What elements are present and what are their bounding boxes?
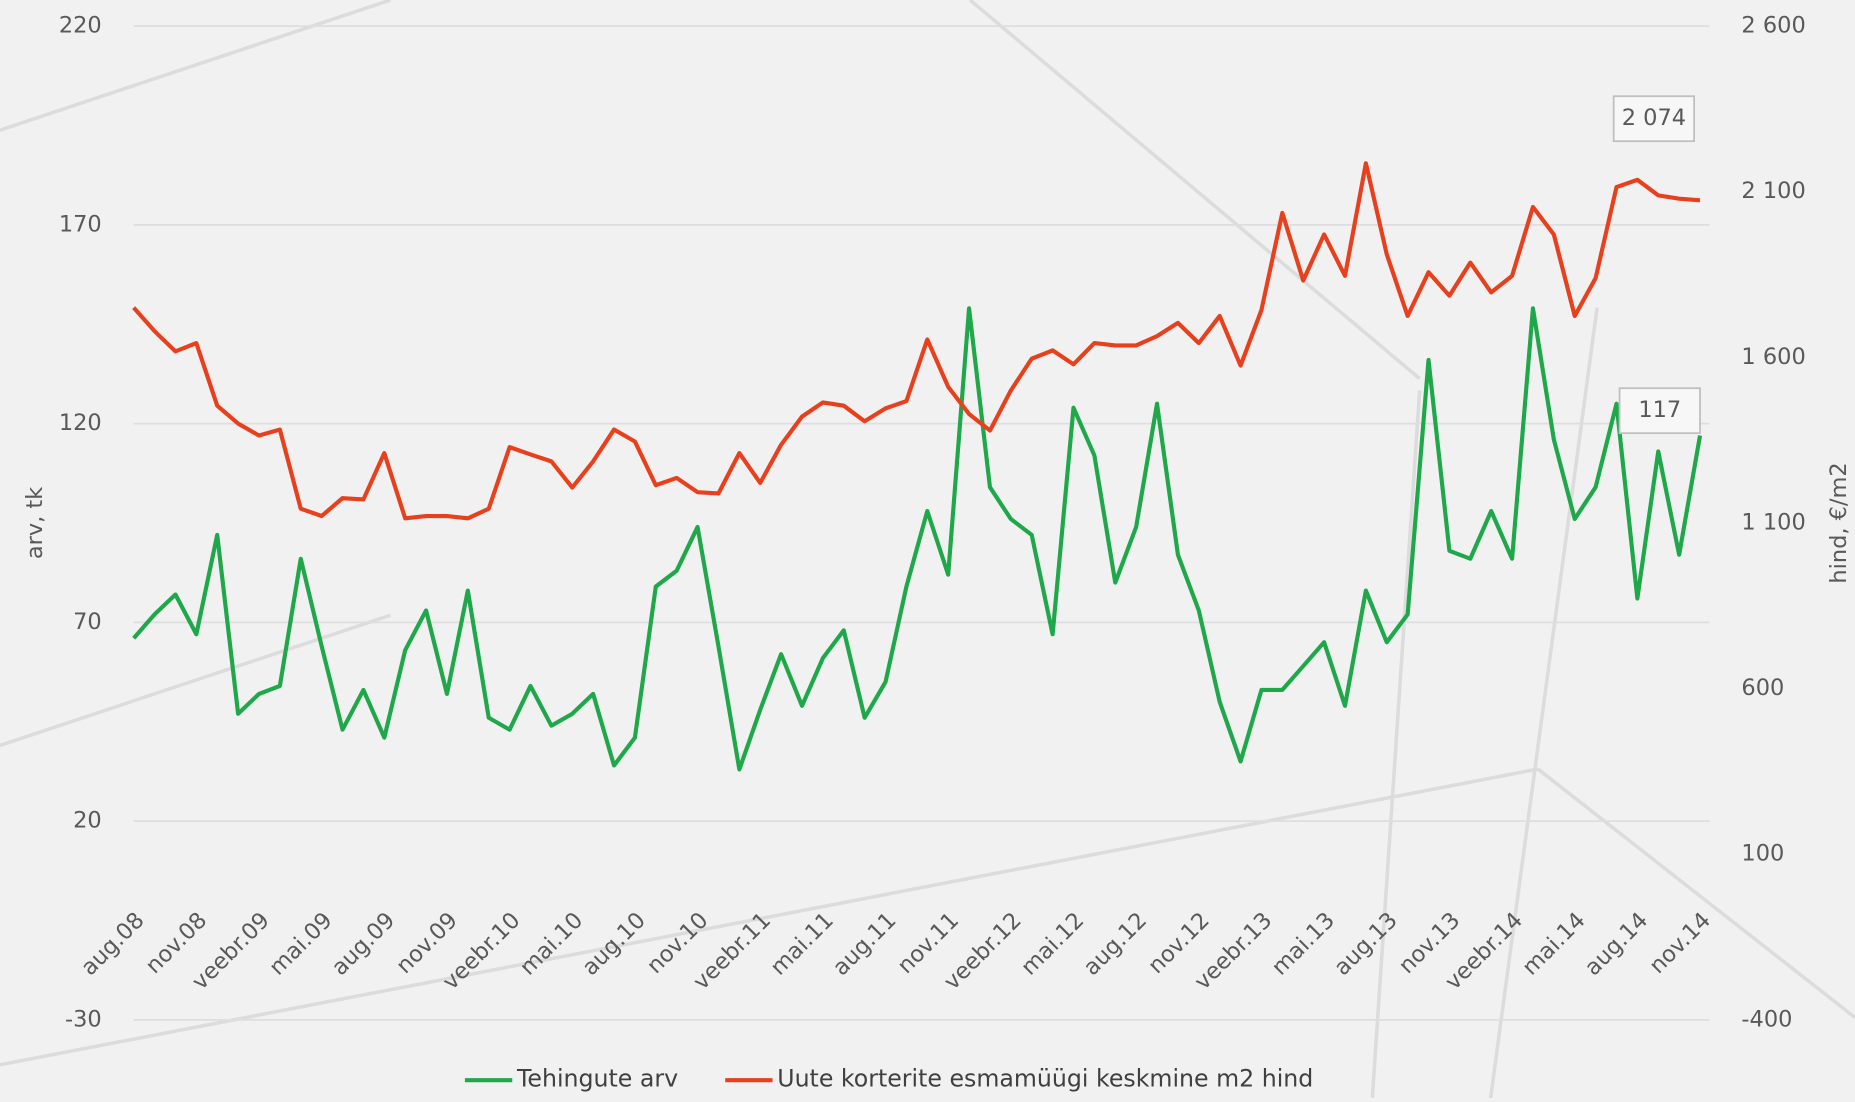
y2-tick-label: 2 100 (1741, 178, 1805, 204)
y2-tick-label: 2 600 (1741, 13, 1805, 39)
y-tick-label: 120 (59, 410, 102, 436)
y2-tick-label: 600 (1741, 675, 1784, 701)
data-label-box (1612, 95, 1695, 143)
data-label: 2 074 (1612, 95, 1695, 143)
y-tick-label: -30 (65, 1006, 102, 1032)
data-label-text: 2 074 (1622, 105, 1686, 131)
y2-tick-label: 1 600 (1741, 344, 1805, 370)
data-label: 117 (1618, 387, 1701, 435)
y-axis-label: arv, tk (22, 487, 48, 559)
legend-label: Tehingute arv (516, 1065, 678, 1093)
y2-tick-label: -400 (1741, 1006, 1792, 1032)
y-tick-label: 220 (59, 13, 102, 39)
y-tick-label: 170 (59, 211, 102, 237)
series-line (132, 306, 1703, 772)
y-tick-label: 20 (73, 808, 102, 834)
y2-tick-label: 1 100 (1741, 509, 1805, 535)
data-label-text: 117 (1638, 397, 1681, 423)
series-line (132, 161, 1701, 521)
y2-axis-label: hind, €/m2 (1826, 462, 1852, 583)
y-tick-label: 70 (73, 609, 102, 635)
y2-tick-label: 100 (1741, 841, 1784, 867)
legend-label: Uute korterite esmamüügi keskmine m2 hin… (777, 1065, 1313, 1093)
data-label-box (1618, 387, 1701, 435)
